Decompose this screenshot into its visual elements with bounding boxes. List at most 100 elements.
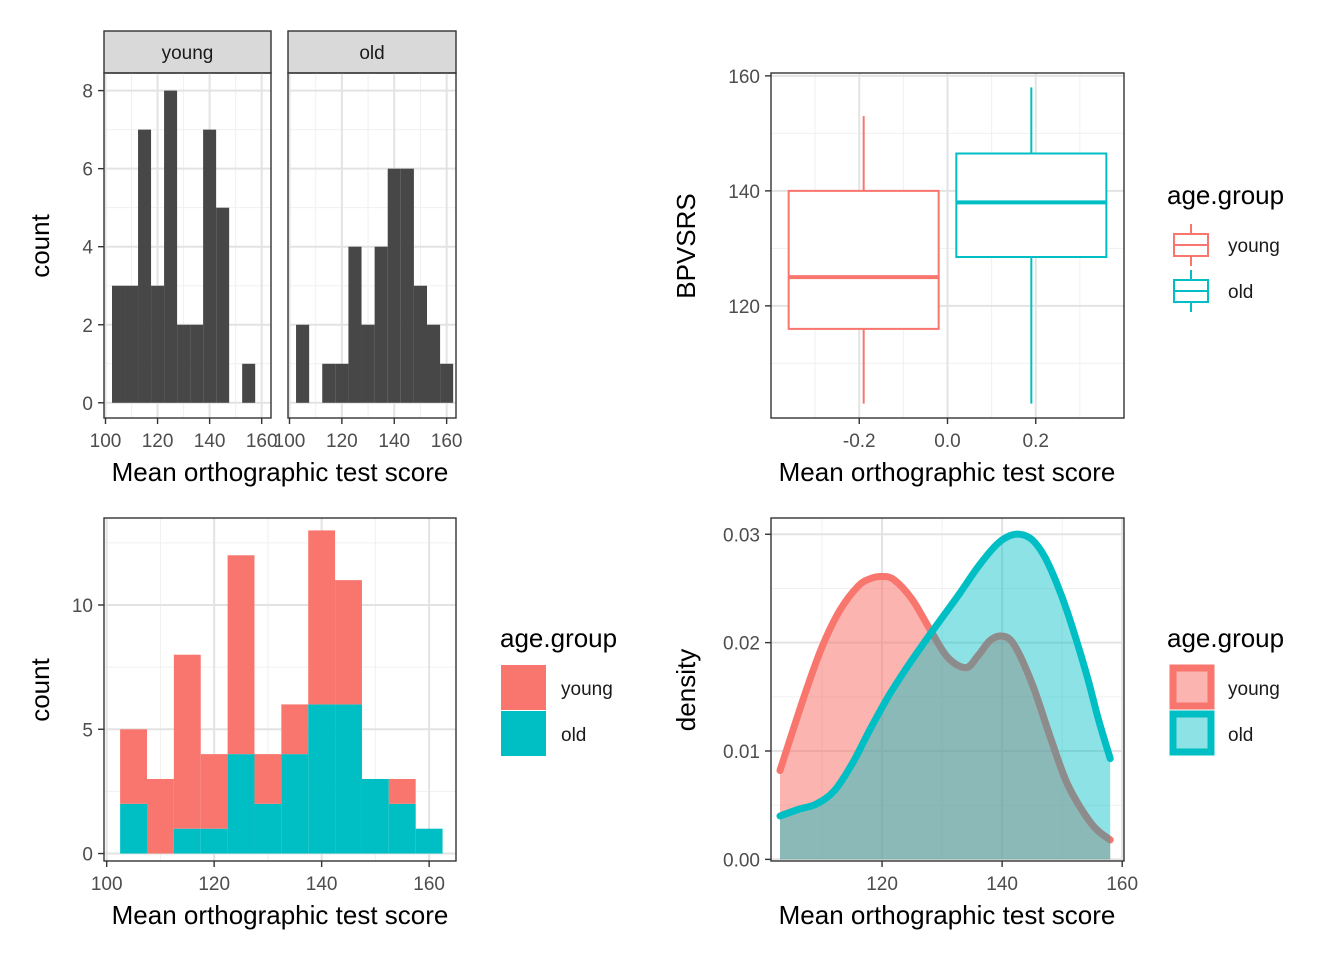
x-tick-label: 160	[246, 431, 278, 452]
legend-key-young	[1169, 664, 1215, 710]
bars-young	[112, 90, 256, 403]
x-ticks: -0.2 0.0 0.2	[843, 418, 1049, 452]
histogram-bar-old	[361, 324, 375, 403]
density-area-old	[780, 534, 1111, 860]
legend-keys	[1169, 664, 1215, 756]
density-line-old	[776, 530, 1114, 820]
x-axis-title: Mean orthographic test score	[112, 457, 449, 487]
histogram-bar-old	[427, 324, 441, 403]
panel-border	[103, 517, 457, 862]
y-axis-title: density	[671, 649, 701, 731]
stacked-bar-old	[361, 778, 389, 854]
histogram-bar-young	[242, 363, 256, 403]
strip-label-old: old	[359, 43, 384, 64]
y-tick-label: 0.01	[723, 742, 760, 763]
stacked-bar-old	[120, 803, 147, 854]
stacked-bar-young	[173, 654, 201, 829]
strip-label-young: young	[162, 43, 214, 64]
x-axis-title: Mean orthographic test score	[112, 900, 449, 930]
stacked-bar-young	[200, 754, 228, 829]
legend-key-young	[501, 665, 546, 710]
stacked-bar-old	[173, 828, 201, 854]
x-ticks-young: 100 120 140 160	[90, 418, 278, 452]
x-tick-label: 160	[1106, 874, 1138, 895]
stacked-bar-old	[308, 704, 336, 854]
density-panel: 120 140 160 0.00 0.01 0.02 0.03 Mean orthogra…	[671, 517, 1284, 930]
x-tick-label: 140	[306, 874, 338, 895]
strip-old	[287, 30, 457, 74]
x-tick-label: 100	[274, 431, 306, 452]
stacked-bar-young	[227, 555, 255, 755]
legend-label-young: young	[1228, 679, 1280, 700]
histogram-bar-old	[348, 246, 362, 403]
x-tick-label: 120	[866, 874, 898, 895]
y-tick-label: 5	[82, 720, 93, 741]
legend-title: age.group	[1167, 623, 1284, 653]
histogram-bar-young	[125, 285, 139, 403]
y-tick-label: 0.00	[723, 850, 760, 871]
y-tick-label: 0.03	[723, 525, 760, 546]
histogram-bar-old	[387, 168, 401, 403]
legend: age.group young old	[1167, 180, 1284, 312]
y-tick-label: 160	[728, 67, 760, 88]
legend: age.group young old	[500, 623, 617, 756]
x-axis-title: Mean orthographic test score	[779, 900, 1116, 930]
x-axis-title: Mean orthographic test score	[779, 457, 1116, 487]
legend-label-old: old	[1228, 725, 1253, 746]
box-old	[955, 152, 1108, 258]
strip-young	[103, 30, 272, 74]
histogram-bar-old	[322, 363, 336, 403]
density-area-young	[780, 576, 1111, 860]
legend-label-old: old	[561, 725, 586, 746]
legend-key-old	[501, 711, 546, 756]
y-ticks: 0.00 0.01 0.02 0.03	[723, 525, 771, 871]
legend-label-young: young	[1228, 236, 1280, 257]
y-ticks: 0 5 10	[72, 596, 104, 866]
y-tick-label: 4	[82, 238, 93, 259]
x-tick-label: 120	[198, 874, 230, 895]
histogram-bar-young	[216, 207, 230, 403]
y-tick-label: 0	[82, 845, 93, 866]
stacked-bar-old	[281, 754, 309, 854]
stacked-bar-young	[254, 754, 282, 804]
stacked-bar-old	[335, 704, 362, 854]
y-tick-label: 8	[82, 82, 93, 103]
histogram-bar-old	[413, 285, 427, 403]
x-tick-label: 100	[91, 874, 123, 895]
histogram-bar-young	[151, 285, 165, 403]
stacked-bar-young	[281, 704, 309, 755]
y-tick-label: 2	[82, 316, 93, 337]
histogram-bar-young	[177, 324, 191, 403]
legend-title: age.group	[500, 623, 617, 653]
stacked-bar-young	[120, 729, 147, 804]
histogram-bar-young	[138, 129, 152, 403]
legend-keys	[501, 665, 546, 756]
x-ticks: 120 140 160	[866, 861, 1138, 895]
legend-label-old: old	[1228, 282, 1253, 303]
x-tick-label: 140	[194, 431, 226, 452]
histogram-bar-old	[296, 324, 310, 403]
y-ticks: 0 2 4 6 8	[82, 82, 104, 415]
histogram-bar-old	[400, 168, 414, 403]
facet-young: young 100 120 140 160 0 2 4 6 8	[82, 30, 278, 452]
legend-label-young: young	[561, 679, 613, 700]
y-axis-title: count	[25, 213, 55, 277]
y-tick-label: 0	[82, 394, 93, 415]
y-tick-label: 140	[728, 182, 760, 203]
histogram-bar-young	[203, 129, 217, 403]
density-areas	[776, 530, 1114, 860]
x-tick-label: -0.2	[843, 431, 876, 452]
histogram-bar-young	[112, 285, 126, 403]
x-ticks: 100 120 140 160	[91, 861, 445, 895]
boxplot-panel: -0.2 0.0 0.2 120 140 160 Mean orthographic t…	[671, 67, 1284, 487]
box-young	[787, 189, 940, 330]
stacked-bar-young	[146, 778, 174, 854]
x-tick-label: 0.2	[1023, 431, 1049, 452]
x-tick-label: 160	[413, 874, 445, 895]
x-tick-label: 100	[90, 431, 122, 452]
histogram-bar-old	[335, 363, 349, 403]
legend-title: age.group	[1167, 180, 1284, 210]
x-ticks-old: 100 120 140 160	[274, 418, 462, 452]
stacked-bar-young	[335, 580, 362, 705]
